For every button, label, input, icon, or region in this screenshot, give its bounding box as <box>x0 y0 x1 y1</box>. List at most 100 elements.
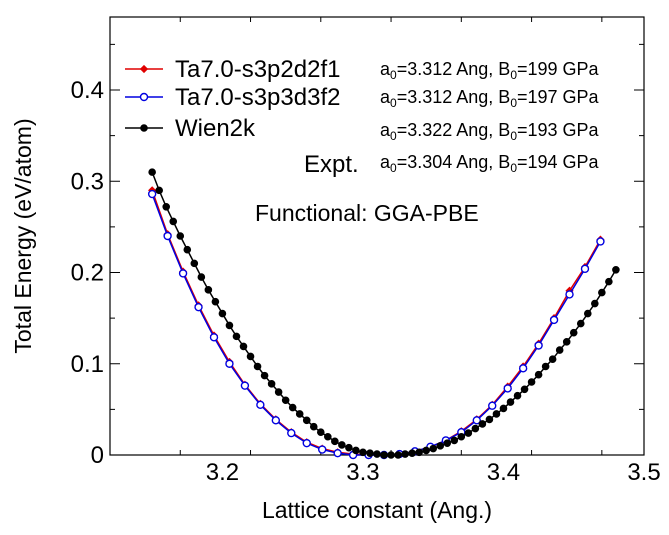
data-point <box>534 370 543 379</box>
data-point <box>366 449 374 457</box>
data-point <box>565 290 574 299</box>
subscript-text: 0 <box>390 129 397 143</box>
subscript-text: 0 <box>510 68 517 82</box>
data-point <box>232 332 241 341</box>
data-point <box>331 437 339 446</box>
x-tick-label: 3.5 <box>627 459 660 486</box>
data-point <box>178 269 188 278</box>
data-point <box>415 448 423 457</box>
data-point <box>246 352 255 361</box>
series-3 <box>148 168 620 459</box>
y-tick-label: 0 <box>91 442 104 469</box>
legend-item-1: Ta7.0-s3p2d2f1 <box>125 56 340 83</box>
data-point <box>394 451 402 459</box>
param-fragment: =199 GPa <box>517 59 600 79</box>
legend-marker <box>140 124 148 132</box>
data-point <box>612 265 620 274</box>
param-fragment: =193 GPa <box>517 120 600 140</box>
subscript-text: 0 <box>390 161 397 175</box>
legend-label: Ta7.0-s3p3d3f2 <box>175 84 340 111</box>
data-point <box>190 259 199 268</box>
data-point <box>271 416 281 425</box>
data-point <box>485 415 494 424</box>
param-fragment: a <box>380 87 391 107</box>
data-point <box>436 442 445 450</box>
data-point <box>317 445 327 454</box>
data-point <box>302 438 311 448</box>
data-point <box>548 355 557 363</box>
legend-item-2: Ta7.0-s3p3d3f2 <box>125 84 340 111</box>
data-point <box>274 388 283 396</box>
data-point <box>333 448 342 458</box>
data-point <box>555 346 564 354</box>
data-point <box>309 422 318 431</box>
data-point <box>183 245 192 254</box>
data-point <box>345 443 353 452</box>
data-point <box>534 341 543 350</box>
data-point <box>204 286 213 294</box>
data-point <box>457 432 466 441</box>
y-tick-label: 0.1 <box>71 351 104 378</box>
param-fragment: a <box>380 59 391 79</box>
data-point <box>218 309 227 318</box>
data-point <box>211 297 220 306</box>
data-point <box>169 217 178 226</box>
x-tick-label: 3.2 <box>206 459 239 486</box>
param-fragment: =197 GPa <box>517 87 600 107</box>
data-point <box>148 168 156 176</box>
data-point <box>596 237 605 246</box>
data-point <box>580 264 590 274</box>
data-point <box>324 432 332 441</box>
data-point <box>281 396 290 405</box>
data-point <box>541 362 550 371</box>
data-point <box>478 420 487 428</box>
data-point <box>591 299 599 308</box>
y-axis-label: Total Energy (eV/atom) <box>10 118 36 353</box>
param-row-2: a0=3.312 Ang, B0=197 GPa <box>380 87 600 110</box>
data-point <box>422 446 430 455</box>
data-point <box>598 288 606 297</box>
y-tick-label: 0.4 <box>71 77 104 104</box>
data-point <box>605 277 613 286</box>
data-point <box>295 410 304 418</box>
subscript-text: 0 <box>510 96 517 110</box>
subscript-text: 0 <box>510 129 517 143</box>
legend-item-3: Wien2k <box>125 115 256 142</box>
y-tick-label: 0.2 <box>71 260 104 287</box>
data-point <box>576 319 585 328</box>
param-fragment: =194 GPa <box>517 152 600 172</box>
param-fragment: =3.304 Ang, <box>397 152 499 172</box>
data-point <box>197 273 206 281</box>
data-point <box>225 321 234 330</box>
legend-marker <box>139 92 149 102</box>
data-point <box>503 384 512 393</box>
data-point <box>401 450 409 458</box>
ticks <box>109 17 644 456</box>
data-point <box>302 416 311 425</box>
param-fragment: a <box>380 120 391 140</box>
param-fragment: =3.322 Ang, <box>397 120 499 140</box>
data-point <box>472 416 481 425</box>
data-point <box>513 391 522 400</box>
data-point <box>267 380 276 388</box>
data-point <box>518 364 528 373</box>
data-point <box>488 401 497 410</box>
data-point <box>380 451 388 459</box>
data-point <box>240 381 250 390</box>
data-point <box>209 333 219 342</box>
data-point <box>549 315 559 325</box>
data-point <box>260 371 269 380</box>
data-point <box>408 449 416 457</box>
data-point <box>194 302 203 312</box>
legend-label: Wien2k <box>175 115 256 142</box>
data-point <box>225 359 234 368</box>
data-point <box>450 436 459 445</box>
param-row-1: a0=3.312 Ang, B0=199 GPa <box>380 59 600 82</box>
data-point <box>155 186 163 195</box>
param-fragment: B <box>498 59 510 79</box>
data-point <box>569 328 578 337</box>
param-fragment: B <box>498 152 510 172</box>
